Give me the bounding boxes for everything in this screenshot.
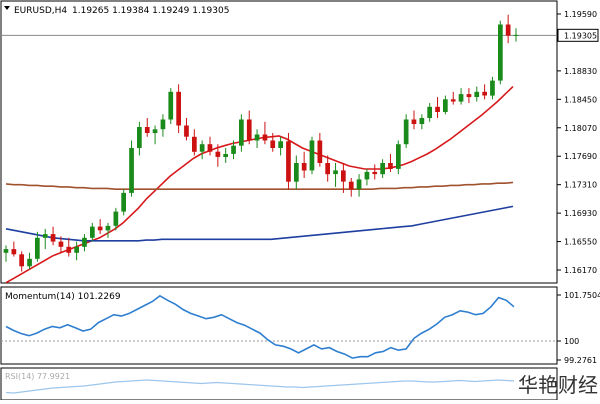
- candle-body: [66, 246, 72, 253]
- momentum-panel: Momentum(14) 101.2269 101.7504 100 99.2761: [0, 286, 600, 365]
- candle-body: [223, 154, 228, 157]
- symbol-label: EURUSD,H4: [14, 6, 67, 16]
- candle-body: [482, 91, 487, 96]
- candle-body: [254, 134, 260, 141]
- candle-body: [356, 179, 362, 190]
- candle-body: [317, 140, 323, 163]
- price-tick-label: 1.16550: [564, 238, 597, 247]
- candle-body: [121, 192, 126, 212]
- candle-body: [137, 127, 142, 148]
- last-price-box: [557, 28, 599, 42]
- triangle-down-icon: [4, 6, 10, 10]
- candle-body: [325, 163, 330, 175]
- price-tick-label: 1.16170: [564, 266, 597, 275]
- rsi-panel: RSI(14) 77.9921: [0, 367, 558, 401]
- ohlc-header: 1.19265 1.19384 1.19249 1.19305: [72, 6, 229, 16]
- candle-body: [58, 241, 64, 247]
- price-panel: EURUSD,H4 1.19265 1.19384 1.19249 1.1930…: [0, 0, 599, 284]
- watermark: 华艳财经: [518, 373, 598, 397]
- momentum-panel-frame: [0, 286, 558, 365]
- candle-body: [184, 125, 189, 137]
- moving-average-2: [5, 181, 514, 190]
- rsi-panel-frame: [0, 367, 558, 401]
- candle-body: [490, 80, 495, 96]
- candle-body: [192, 136, 197, 152]
- candle-body: [231, 145, 236, 154]
- candle-body: [74, 246, 79, 253]
- candle-body: [380, 163, 385, 175]
- candle-body: [372, 171, 378, 175]
- candle-body: [427, 106, 432, 118]
- candle-body: [309, 140, 315, 171]
- momentum-line: [5, 294, 515, 359]
- rsi-label: RSI(14) 77.9921: [5, 372, 70, 381]
- candle-body: [333, 170, 338, 175]
- candle-body: [403, 119, 409, 145]
- candle-body: [396, 144, 401, 169]
- candle-body: [82, 237, 87, 247]
- candle-body: [11, 249, 17, 255]
- price-tick-label: 1.17310: [564, 181, 597, 190]
- candle-body: [27, 258, 32, 267]
- price-tick-label: 1.18450: [564, 95, 597, 104]
- candle-body: [498, 24, 503, 81]
- candle-body: [348, 181, 354, 190]
- momentum-label: Momentum(14) 101.2269: [5, 292, 121, 302]
- price-tick-label: 1.19590: [564, 10, 597, 19]
- momentum-tick-label: 101.7504: [564, 291, 600, 300]
- candle-body: [474, 91, 480, 97]
- candle-body: [443, 99, 448, 112]
- price-tick-label: 1.18830: [564, 67, 597, 76]
- candle-body: [411, 119, 417, 124]
- momentum-tick-label: 100: [564, 337, 579, 346]
- momentum-tick-label: 99.2761: [564, 356, 597, 365]
- candle-body: [215, 151, 221, 157]
- candle-body: [176, 91, 181, 126]
- candle-body: [144, 127, 150, 133]
- candle-body: [458, 94, 464, 102]
- candle-body: [50, 234, 56, 242]
- candle-body: [160, 119, 166, 130]
- candle-body: [152, 129, 158, 133]
- candle-body: [19, 254, 24, 267]
- candle-body: [341, 170, 346, 182]
- candle-body: [294, 163, 299, 182]
- candle-body: [286, 141, 291, 182]
- rsi-line: [5, 379, 515, 394]
- candle-body: [364, 171, 370, 180]
- candle-body: [513, 34, 519, 36]
- candle-body: [505, 24, 511, 36]
- candle-body: [278, 141, 283, 148]
- candle-body: [105, 225, 111, 231]
- candle-body: [168, 91, 174, 120]
- candle-body: [466, 94, 472, 98]
- candle-body: [97, 226, 103, 231]
- price-tick-label: 1.18070: [564, 124, 597, 133]
- candle-body: [262, 134, 268, 141]
- candle-body: [207, 144, 213, 152]
- candle-body: [35, 237, 40, 259]
- candle-body: [435, 106, 440, 112]
- candle-body: [450, 99, 456, 102]
- candle-body: [388, 163, 393, 169]
- price-tick-label: 1.17690: [564, 152, 597, 161]
- candle-body: [113, 211, 119, 226]
- candle-body: [301, 163, 307, 171]
- candle-body: [42, 234, 48, 238]
- candle-body: [3, 249, 9, 253]
- candle-body: [270, 140, 276, 148]
- moving-average-3: [5, 205, 514, 242]
- price-tick-label: 1.19305: [564, 31, 597, 40]
- price-tick-label: 1.16930: [564, 209, 597, 218]
- candle-body: [239, 119, 244, 146]
- candle-body: [199, 144, 205, 152]
- candle-body: [90, 226, 95, 238]
- candle-body: [419, 118, 425, 124]
- candle-body: [246, 119, 252, 141]
- candle-body: [129, 148, 134, 193]
